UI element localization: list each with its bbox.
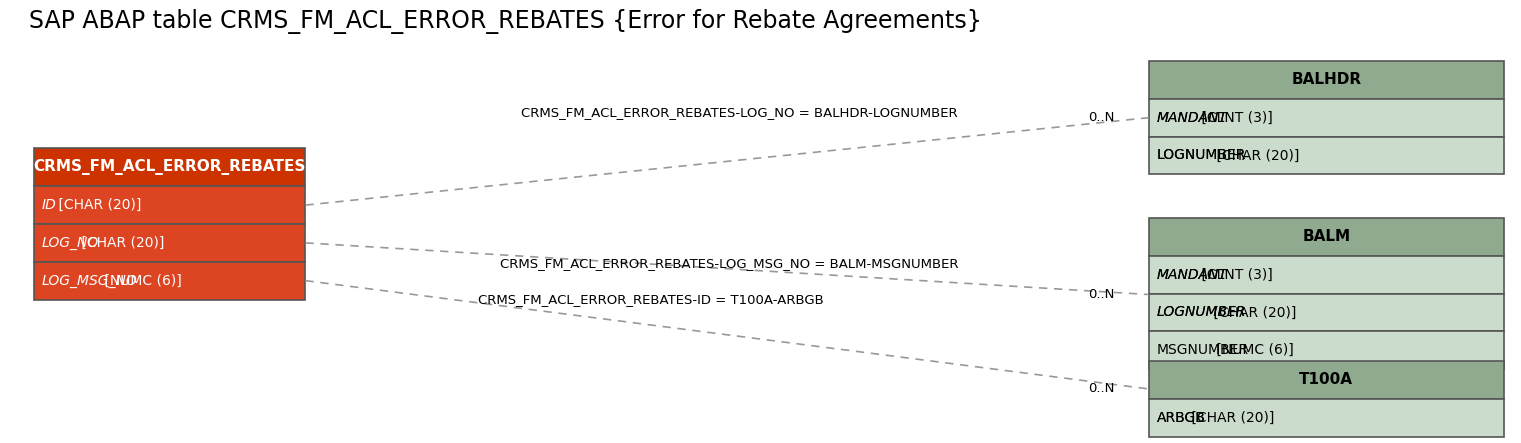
Text: [CHAR (20)]: [CHAR (20)]	[1188, 411, 1275, 425]
Text: ARBGB: ARBGB	[1156, 411, 1206, 425]
Text: MANDANT: MANDANT	[1156, 111, 1227, 124]
Text: [NUMC (6)]: [NUMC (6)]	[100, 274, 183, 288]
Text: [CLNT (3)]: [CLNT (3)]	[1197, 111, 1273, 124]
Text: MANDANT: MANDANT	[1156, 268, 1227, 282]
Text: 0..N: 0..N	[1088, 111, 1115, 124]
FancyBboxPatch shape	[1148, 136, 1504, 174]
FancyBboxPatch shape	[33, 224, 306, 262]
Text: CRMS_FM_ACL_ERROR_REBATES-LOG_MSG_NO = BALM-MSGNUMBER: CRMS_FM_ACL_ERROR_REBATES-LOG_MSG_NO = B…	[500, 257, 958, 270]
FancyBboxPatch shape	[1148, 256, 1504, 294]
Text: 0..N: 0..N	[1088, 288, 1115, 301]
Text: ID: ID	[43, 198, 56, 212]
Text: [CHAR (20)]: [CHAR (20)]	[1209, 305, 1296, 319]
FancyBboxPatch shape	[33, 148, 306, 186]
Text: LOGNUMBER: LOGNUMBER	[1156, 305, 1246, 319]
Text: LOG_NO: LOG_NO	[43, 236, 99, 250]
Text: LOGNUMBER: LOGNUMBER	[1156, 148, 1246, 163]
Text: T100A: T100A	[1299, 373, 1354, 388]
Text: [NUMC (6)]: [NUMC (6)]	[1212, 343, 1293, 357]
Text: CRMS_FM_ACL_ERROR_REBATES-LOG_NO = BALHDR-LOGNUMBER: CRMS_FM_ACL_ERROR_REBATES-LOG_NO = BALHD…	[522, 106, 958, 119]
Text: MSGNUMBER: MSGNUMBER	[1156, 343, 1249, 357]
Text: ARBGB: ARBGB	[1156, 411, 1206, 425]
FancyBboxPatch shape	[1148, 331, 1504, 369]
FancyBboxPatch shape	[1148, 399, 1504, 437]
Text: [CHAR (20)]: [CHAR (20)]	[53, 198, 141, 212]
FancyBboxPatch shape	[1148, 218, 1504, 256]
Text: BALM: BALM	[1302, 229, 1351, 245]
Text: 0..N: 0..N	[1088, 382, 1115, 396]
Text: LOGNUMBER: LOGNUMBER	[1156, 305, 1246, 319]
Text: [CLNT (3)]: [CLNT (3)]	[1197, 268, 1273, 282]
Text: LOGNUMBER: LOGNUMBER	[1156, 148, 1246, 163]
FancyBboxPatch shape	[1148, 61, 1504, 99]
Text: MANDANT: MANDANT	[1156, 268, 1227, 282]
Text: CRMS_FM_ACL_ERROR_REBATES-ID = T100A-ARBGB: CRMS_FM_ACL_ERROR_REBATES-ID = T100A-ARB…	[478, 293, 823, 306]
FancyBboxPatch shape	[33, 262, 306, 299]
Text: LOG_MSG_NO: LOG_MSG_NO	[43, 274, 138, 288]
Text: MANDANT: MANDANT	[1156, 111, 1227, 124]
Text: CRMS_FM_ACL_ERROR_REBATES: CRMS_FM_ACL_ERROR_REBATES	[33, 159, 306, 175]
FancyBboxPatch shape	[1148, 99, 1504, 136]
Text: BALHDR: BALHDR	[1291, 72, 1361, 87]
Text: SAP ABAP table CRMS_FM_ACL_ERROR_REBATES {Error for Rebate Agreements}: SAP ABAP table CRMS_FM_ACL_ERROR_REBATES…	[29, 9, 983, 35]
Text: [CHAR (20)]: [CHAR (20)]	[1212, 148, 1299, 163]
FancyBboxPatch shape	[1148, 294, 1504, 331]
FancyBboxPatch shape	[33, 186, 306, 224]
FancyBboxPatch shape	[1148, 361, 1504, 399]
Text: [CHAR (20)]: [CHAR (20)]	[78, 236, 164, 250]
